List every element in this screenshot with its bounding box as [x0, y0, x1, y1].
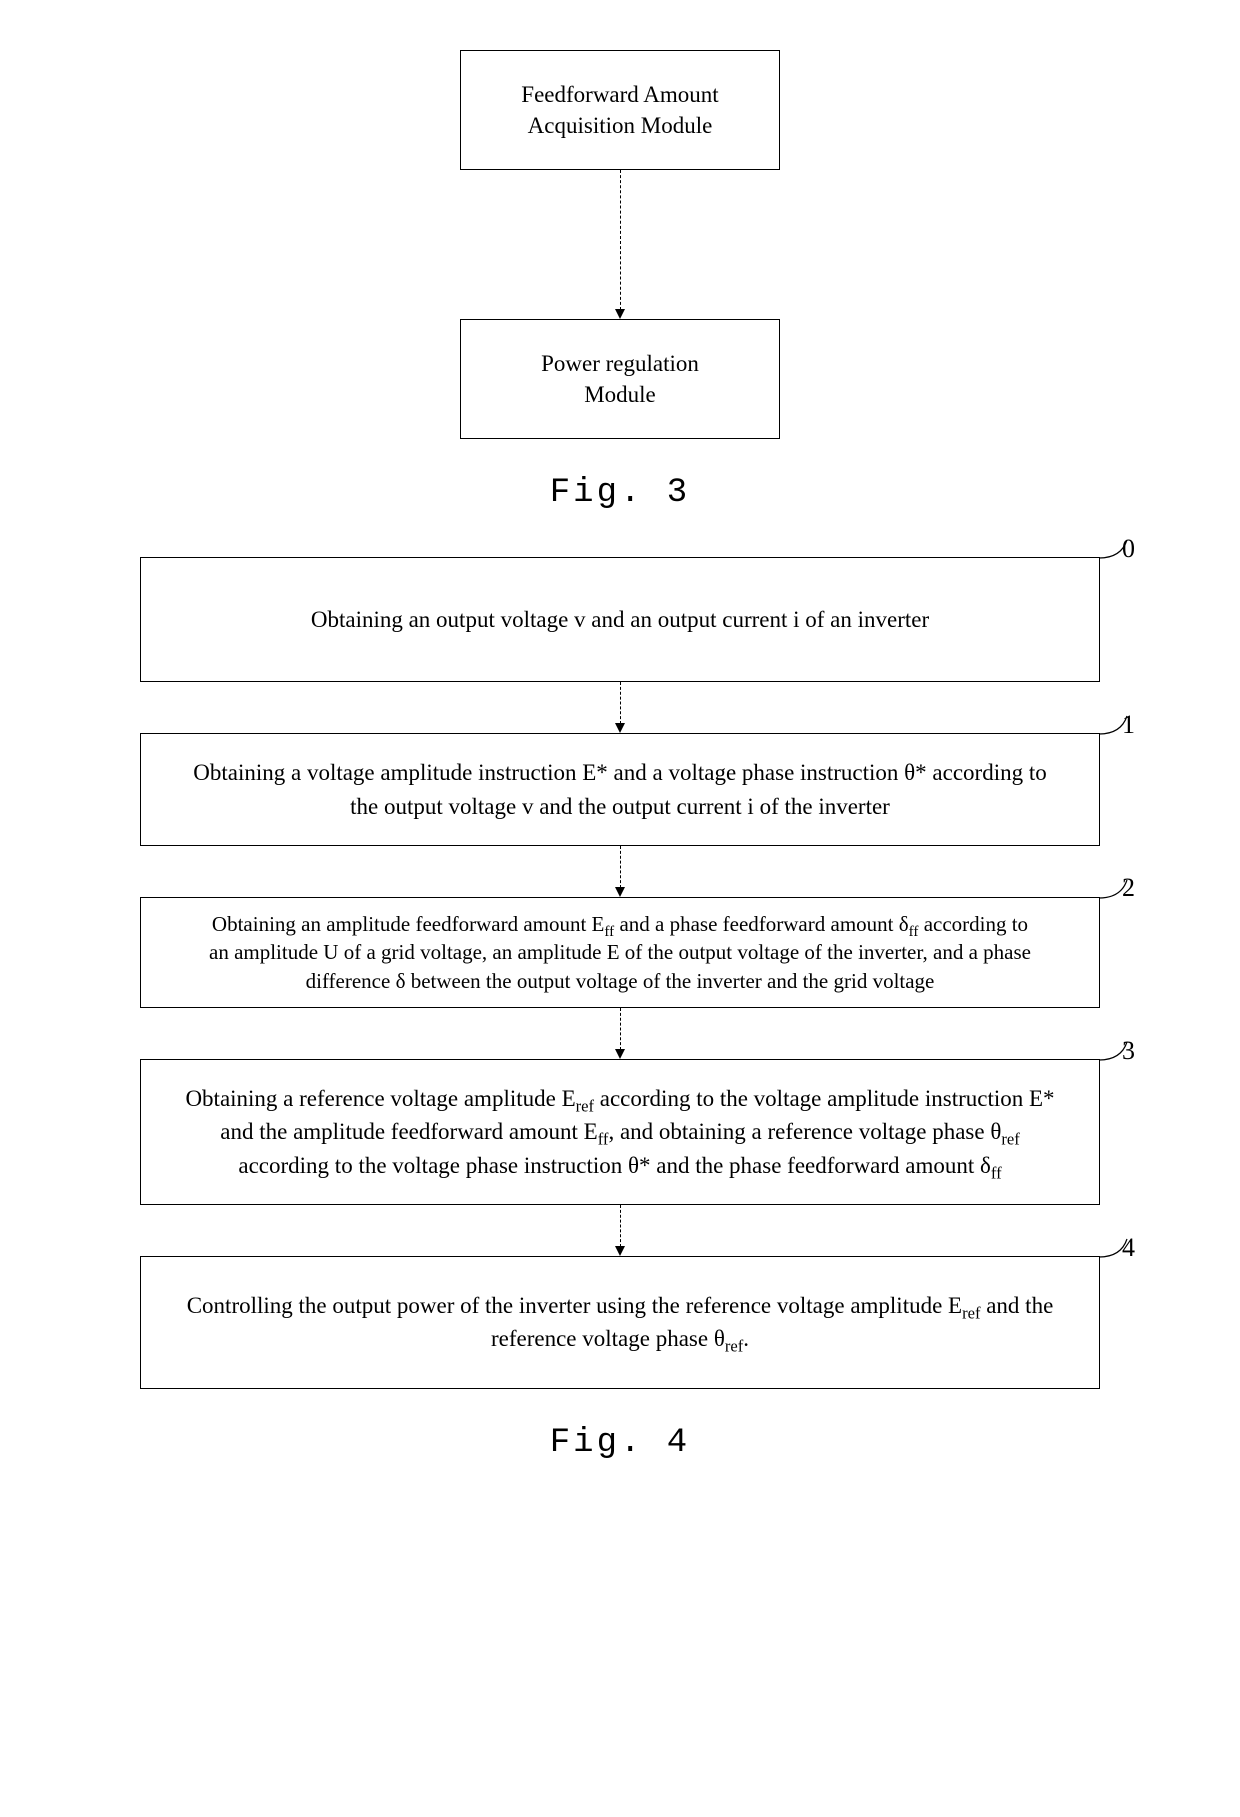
step-row: 3 Obtaining a reference voltage amplitud… — [80, 1059, 1160, 1205]
arrow-head-icon — [615, 1246, 625, 1256]
arrow-head-icon — [615, 887, 625, 897]
step-3-text: Obtaining a reference voltage amplitude … — [185, 1086, 1054, 1178]
fig3-top-box: Feedforward AmountAcquisition Module — [460, 50, 780, 170]
step-row: 0 Obtaining an output voltage v and an o… — [80, 557, 1160, 682]
fig3-arrow — [615, 170, 625, 319]
fig3-caption: Fig. 3 — [80, 474, 1160, 512]
step-4-box: 4 Controlling the output power of the in… — [140, 1256, 1100, 1389]
arrow-shaft — [620, 846, 621, 888]
fig3-bottom-box-text: Power regulationModule — [541, 348, 699, 410]
step-row: 4 Controlling the output power of the in… — [80, 1256, 1160, 1389]
step-3-box: 3 Obtaining a reference voltage amplitud… — [140, 1059, 1100, 1205]
step-4-text: Controlling the output power of the inve… — [187, 1293, 1054, 1351]
fig4-caption: Fig. 4 — [80, 1424, 1160, 1462]
fig4-arrow-0 — [615, 682, 625, 733]
arrow-head-icon — [615, 1049, 625, 1059]
arrow-shaft — [620, 1008, 621, 1050]
fig3-diagram: Feedforward AmountAcquisition Module Pow… — [80, 50, 1160, 439]
step-1-text: Obtaining a voltage amplitude instructio… — [193, 760, 1047, 818]
step-0-box: 0 Obtaining an output voltage v and an o… — [140, 557, 1100, 682]
fig3-top-box-text: Feedforward AmountAcquisition Module — [521, 79, 718, 141]
fig4-arrow-3 — [615, 1205, 625, 1256]
arrow-shaft — [620, 170, 621, 310]
step-1-label: 1 — [1122, 706, 1135, 744]
step-1-box: 1 Obtaining a voltage amplitude instruct… — [140, 733, 1100, 846]
fig4-arrow-1 — [615, 846, 625, 897]
step-0-label: 0 — [1122, 530, 1135, 568]
fig3-bottom-box: Power regulationModule — [460, 319, 780, 439]
arrow-head-icon — [615, 309, 625, 319]
fig4-flowchart: 0 Obtaining an output voltage v and an o… — [80, 557, 1160, 1389]
step-4-label: 4 — [1122, 1229, 1135, 1267]
step-row: 2 Obtaining an amplitude feedforward amo… — [80, 897, 1160, 1008]
arrow-shaft — [620, 1205, 621, 1247]
step-row: 1 Obtaining a voltage amplitude instruct… — [80, 733, 1160, 846]
step-2-text: Obtaining an amplitude feedforward amoun… — [209, 912, 1031, 993]
step-0-text: Obtaining an output voltage v and an out… — [311, 607, 929, 632]
page: Feedforward AmountAcquisition Module Pow… — [0, 0, 1240, 1522]
step-3-label: 3 — [1122, 1032, 1135, 1070]
step-2-label: 2 — [1122, 870, 1135, 905]
arrow-shaft — [620, 682, 621, 724]
fig4-arrow-2 — [615, 1008, 625, 1059]
arrow-head-icon — [615, 723, 625, 733]
step-2-box: 2 Obtaining an amplitude feedforward amo… — [140, 897, 1100, 1008]
